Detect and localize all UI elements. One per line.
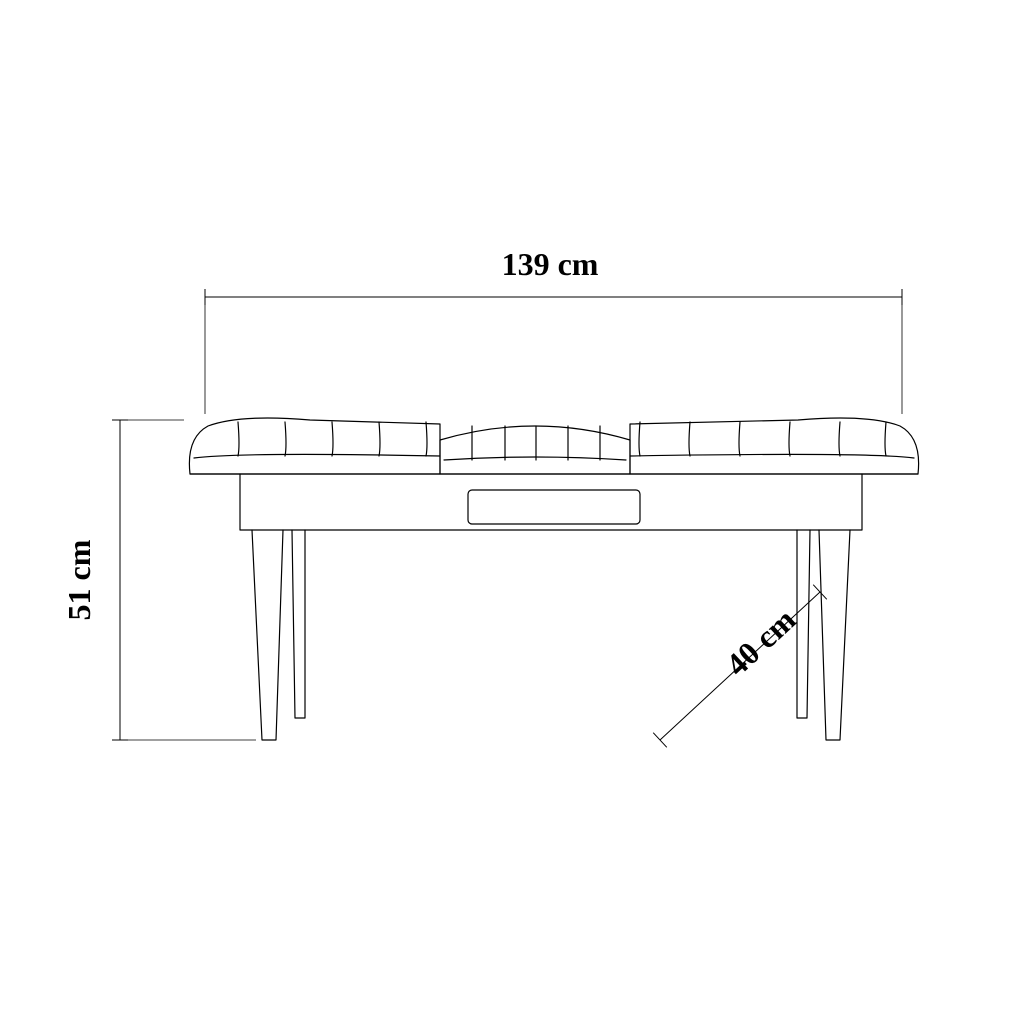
height-dimension-label: 51 cm — [61, 539, 97, 620]
width-dimension-label: 139 cm — [502, 246, 599, 282]
depth-dimension-label: 40 cm — [719, 601, 803, 683]
dimension-lines — [112, 289, 902, 747]
bench-outline — [189, 418, 918, 740]
bench-dimension-diagram: 139 cm 51 cm 40 cm — [0, 0, 1025, 1024]
